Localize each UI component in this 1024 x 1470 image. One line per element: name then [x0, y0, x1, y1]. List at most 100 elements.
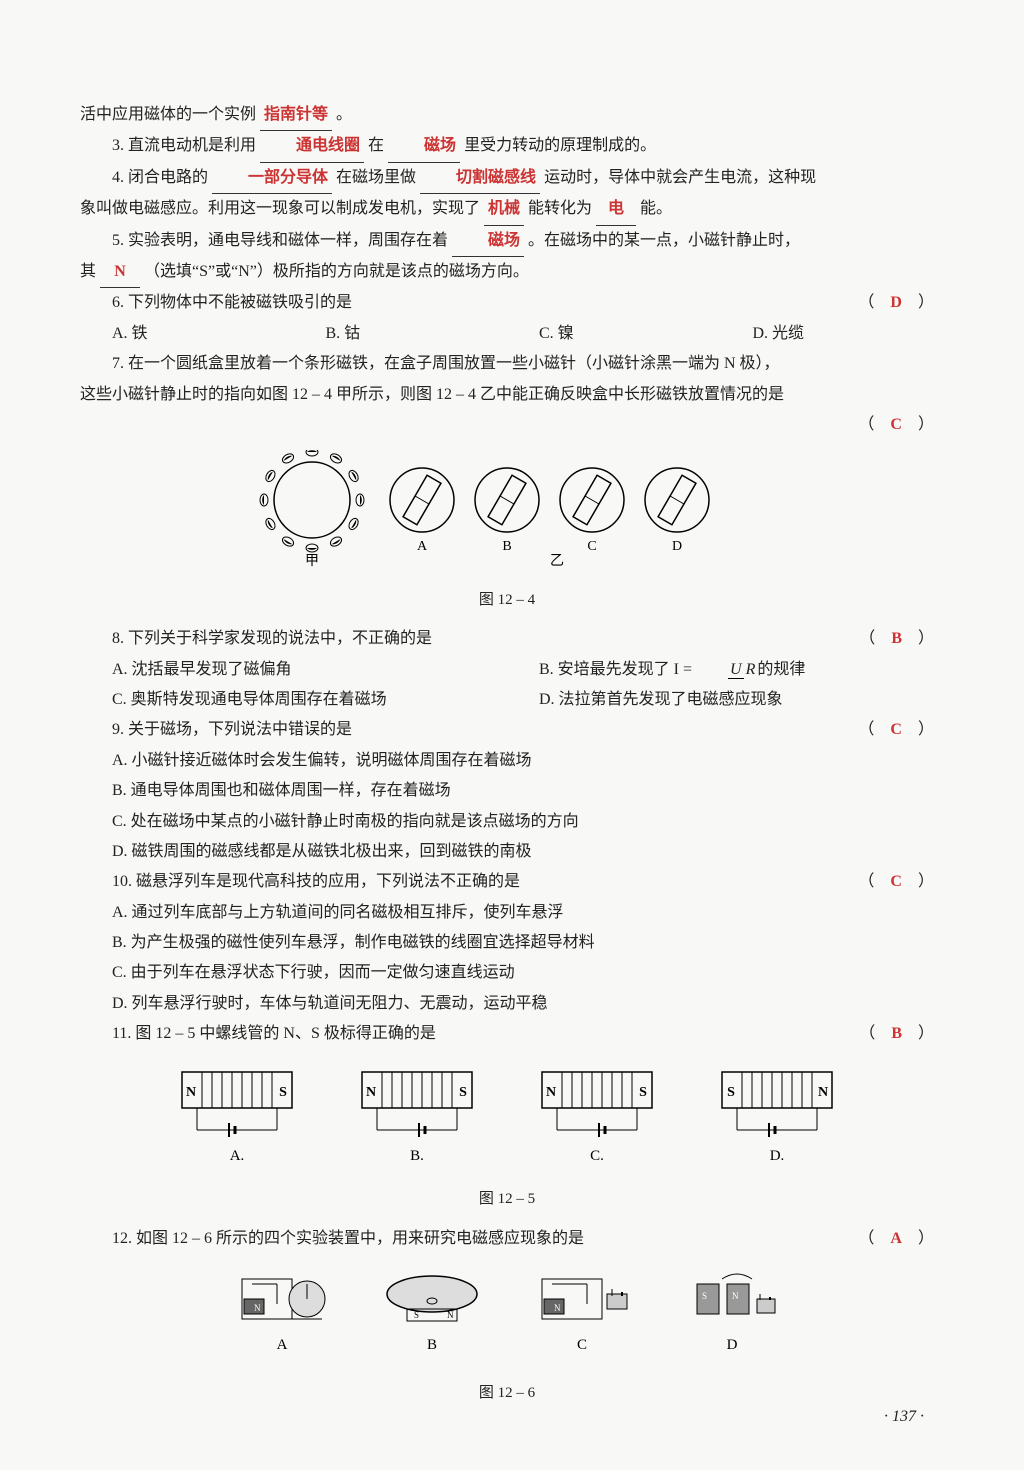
q10-optD: D. 列车悬浮行驶时，车体与轨道间无阻力、无震动，运动平稳	[80, 989, 934, 1019]
svg-text:B.: B.	[410, 1148, 424, 1164]
q7-l2-row: 这些小磁针静止时的指向如图 12 – 4 甲所示，则图 12 – 4 乙中能正确…	[80, 380, 934, 410]
svg-text:A.: A.	[230, 1148, 245, 1164]
q10-optA: A. 通过列车底部与上方轨道间的同名磁极相互排斥，使列车悬浮	[80, 898, 934, 928]
svg-text:S: S	[279, 1085, 287, 1100]
q7-l1: 7. 在一个圆纸盒里放着一个条形磁铁，在盒子周围放置一些小磁针（小磁针涂黑一端为…	[80, 349, 934, 379]
svg-text:C: C	[587, 539, 596, 554]
q4-l2m: 能转化为	[528, 200, 592, 217]
q5-l1s: 。在磁场中的某一点，小磁针静止时，	[528, 232, 800, 249]
solenoid-D: S N	[722, 1072, 832, 1137]
svg-text:A: A	[277, 1337, 288, 1353]
svg-text:乙: 乙	[550, 553, 564, 569]
figure-12-5: N S N S N S S N	[80, 1060, 934, 1214]
q9-optB: B. 通电导体周围也和磁体周围一样，存在着磁场	[80, 776, 934, 806]
q8-optA: A. 沈括最早发现了磁偏角	[80, 655, 507, 685]
svg-text:C.: C.	[590, 1148, 604, 1164]
q6-options: A. 铁 B. 钴 C. 镍 D. 光缆	[80, 319, 934, 349]
svg-text:D: D	[672, 539, 682, 554]
q6-ans-group: （ D ）	[826, 288, 934, 318]
q5: 5. 实验表明，通电导线和磁体一样，周围存在着 磁场 。在磁场中的某一点，小磁针…	[80, 226, 934, 289]
q12-ans: A	[890, 1230, 902, 1247]
q5-l1p: 5. 实验表明，通电导线和磁体一样，周围存在着	[112, 232, 448, 249]
svg-text:A: A	[417, 539, 428, 554]
q4-l1s: 运动时，导体中就会产生电流，这种现	[544, 169, 816, 186]
q8-ans: B	[891, 630, 902, 647]
q6: 6. 下列物体中不能被磁铁吸引的是 （ D ）	[80, 288, 934, 318]
q3-a2: 磁场	[388, 131, 460, 162]
q7-ans-row: （ C ）	[80, 410, 934, 440]
experiment-D: S N	[697, 1274, 775, 1314]
q8-row2: C. 奥斯特发现通电导体周围存在着磁场 D. 法拉第首先发现了电磁感应现象	[80, 685, 934, 715]
fig-12-4-svg: 甲 A B 乙 C D	[257, 450, 757, 570]
svg-text:C: C	[577, 1337, 587, 1353]
q9-stem: 9. 关于磁场，下列说法中错误的是	[112, 721, 352, 738]
q7-ans-group: （ C ）	[858, 410, 934, 440]
fig-12-6-caption: 图 12 – 6	[80, 1379, 934, 1408]
q6-optD: D. 光缆	[721, 319, 935, 349]
fig-12-5-caption: 图 12 – 5	[80, 1185, 934, 1214]
q11-ans: B	[891, 1025, 902, 1042]
q3-mid1: 在	[368, 137, 384, 154]
q12-ans-group: （ A ）	[826, 1224, 934, 1254]
q11-stem: 11. 图 12 – 5 中螺线管的 N、S 极标得正确的是	[112, 1025, 436, 1042]
svg-text:N: N	[546, 1085, 556, 1100]
q4-l1m: 在磁场里做	[336, 169, 416, 186]
svg-text:甲: 甲	[305, 554, 319, 569]
q4-l1p: 4. 闭合电路的	[112, 169, 208, 186]
q5-l2s: （选填“S”或“N”）极所指的方向就是该点的磁场方向。	[144, 263, 529, 280]
svg-text:N: N	[254, 1303, 261, 1313]
svg-text:B: B	[502, 539, 511, 554]
q6-optC: C. 镍	[507, 319, 721, 349]
q11-ans-group: （ B ）	[827, 1019, 934, 1049]
q4: 4. 闭合电路的 一部分导体 在磁场里做 切割磁感线 运动时，导体中就会产生电流…	[80, 163, 934, 226]
svg-text:N: N	[818, 1085, 828, 1100]
q5-a1: 磁场	[452, 226, 524, 257]
q8-optC: C. 奥斯特发现通电导体周围存在着磁场	[80, 685, 507, 715]
svg-text:N: N	[366, 1085, 376, 1100]
q12-stem: 12. 如图 12 – 6 所示的四个实验装置中，用来研究电磁感应现象的是	[112, 1230, 584, 1247]
q6-ans: D	[890, 294, 902, 311]
q6-optA: A. 铁	[80, 319, 294, 349]
q3: 3. 直流电动机是利用 通电线圈 在 磁场 里受力转动的原理制成的。	[80, 131, 934, 162]
q8-optB-suffix: 的规律	[757, 661, 805, 678]
q8-optB-prefix: B. 安培最先发现了 I =	[539, 661, 696, 678]
q9-optD: D. 磁铁周围的磁感线都是从磁铁北极出来，回到磁铁的南极	[80, 837, 934, 867]
q10-stem: 10. 磁悬浮列车是现代高科技的应用，下列说法不正确的是	[112, 873, 520, 890]
solenoid-B: N S	[362, 1072, 472, 1137]
intro-answer: 指南针等	[260, 100, 332, 131]
fig-12-6-svg: N SN N S N A B	[207, 1264, 807, 1364]
svg-text:B: B	[427, 1337, 437, 1353]
q12: 12. 如图 12 – 6 所示的四个实验装置中，用来研究电磁感应现象的是 （ …	[80, 1224, 934, 1254]
q8-stem: 8. 下列关于科学家发现的说法中，不正确的是	[112, 630, 432, 647]
q3-suffix: 里受力转动的原理制成的。	[464, 137, 656, 154]
q9-ans: C	[890, 721, 902, 738]
svg-text:N: N	[186, 1085, 196, 1100]
q8-row1: A. 沈括最早发现了磁偏角 B. 安培最先发现了 I = UR的规律	[80, 655, 934, 685]
svg-text:S: S	[414, 1310, 419, 1320]
figure-12-6: N SN N S N A B	[80, 1264, 934, 1408]
q4-a4: 电	[596, 194, 636, 225]
frac-den: R	[744, 661, 758, 678]
q10-optB: B. 为产生极强的磁性使列车悬浮，制作电磁铁的线圈宜选择超导材料	[80, 928, 934, 958]
experiment-B: SN	[387, 1276, 477, 1321]
experiment-C: N	[542, 1279, 627, 1319]
q6-stem: 6. 下列物体中不能被磁铁吸引的是	[112, 294, 352, 311]
svg-text:S: S	[639, 1085, 647, 1100]
svg-text:D: D	[727, 1337, 738, 1353]
svg-text:S: S	[727, 1085, 735, 1100]
svg-text:D.: D.	[770, 1148, 785, 1164]
q10-ans-group: （ C ）	[826, 867, 934, 897]
q8-ans-group: （ B ）	[827, 624, 934, 654]
svg-text:S: S	[459, 1085, 467, 1100]
q8-optB: B. 安培最先发现了 I = UR的规律	[507, 655, 934, 685]
q9: 9. 关于磁场，下列说法中错误的是 （ C ）	[80, 715, 934, 745]
experiment-A: N	[242, 1279, 325, 1319]
q9-optC: C. 处在磁场中某点的小磁针静止时南极的指向就是该点磁场的方向	[80, 807, 934, 837]
q8-optD: D. 法拉第首先发现了电磁感应现象	[507, 685, 934, 715]
q5-l2p: 其	[80, 263, 96, 280]
intro-line: 活中应用磁体的一个实例 指南针等 。	[80, 100, 934, 131]
q4-a1: 一部分导体	[212, 163, 332, 194]
q9-optA: A. 小磁针接近磁体时会发生偏转，说明磁体周围存在着磁场	[80, 746, 934, 776]
fig-12-4-caption: 图 12 – 4	[80, 586, 934, 615]
q4-a2: 切割磁感线	[420, 163, 540, 194]
